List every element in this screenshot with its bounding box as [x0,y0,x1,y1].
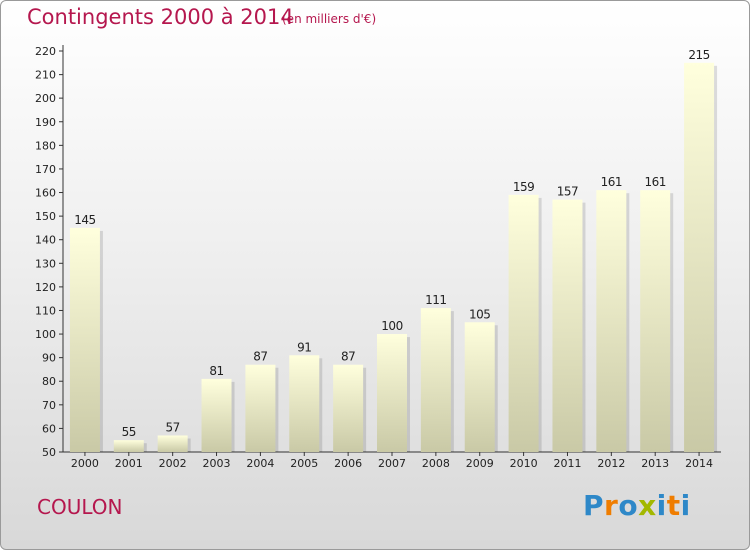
chart-subtitle: (en milliers d'€) [282,12,377,26]
bar-value-label: 215 [688,48,709,62]
x-tick-label: 2004 [246,457,274,470]
bar-value-label: 157 [557,185,578,199]
x-tick-label: 2009 [466,457,494,470]
y-tick-label: 220 [35,45,56,58]
y-tick-label: 70 [42,399,56,412]
logo-letter: t [666,489,681,522]
logo-letter: x [638,489,657,522]
bar-value-label: 159 [513,180,534,194]
y-tick-label: 130 [35,257,56,270]
bar-value-label: 87 [253,350,267,364]
bar [684,62,715,452]
x-tick-label: 2008 [422,457,450,470]
x-tick-label: 2000 [71,457,99,470]
bar-value-label: 57 [166,420,180,434]
bar [157,435,188,452]
bar-value-label: 91 [297,340,311,354]
y-tick-label: 160 [35,187,56,200]
x-tick-label: 2001 [115,457,143,470]
y-tick-label: 60 [42,422,56,435]
x-tick-label: 2014 [685,457,713,470]
y-tick-label: 100 [35,328,56,341]
x-tick-label: 2011 [553,457,581,470]
logo-letter: i [680,489,691,522]
x-tick-label: 2003 [203,457,231,470]
bar [596,190,627,452]
bar [464,322,495,452]
y-tick-label: 120 [35,281,56,294]
y-tick-label: 50 [42,446,56,459]
bar [201,378,232,452]
proxiti-logo[interactable]: Proxiti [583,489,691,522]
bar [289,355,320,452]
logo-letter: r [604,489,619,522]
bar [552,199,583,452]
bar [508,194,539,452]
y-tick-label: 170 [35,163,56,176]
x-tick-label: 2002 [159,457,187,470]
bar-value-label: 161 [601,175,622,189]
bar-value-label: 111 [425,293,446,307]
bar [245,364,276,452]
y-tick-label: 190 [35,116,56,129]
bar-value-label: 87 [341,350,355,364]
x-tick-label: 2006 [334,457,362,470]
bar [640,190,671,452]
y-tick-label: 110 [35,304,56,317]
x-tick-label: 2010 [510,457,538,470]
chart-title: Contingents 2000 à 2014 [27,5,294,29]
bar [377,334,407,452]
y-tick-label: 180 [35,139,56,152]
y-tick-label: 210 [35,69,56,82]
bar-value-label: 55 [122,425,136,439]
bar-value-label: 81 [209,364,223,378]
x-tick-label: 2012 [597,457,625,470]
bar-value-label: 105 [469,307,490,321]
x-tick-label: 2013 [641,457,669,470]
bar [113,440,144,452]
logo-letter: o [618,489,639,522]
logo-letter: P [583,489,605,522]
bar-value-label: 100 [381,319,402,333]
y-tick-label: 150 [35,210,56,223]
logo-letter: i [656,489,667,522]
bar [333,364,364,452]
bar [69,227,100,452]
y-tick-label: 80 [42,375,56,388]
bar-value-label: 145 [74,213,95,227]
y-tick-label: 140 [35,234,56,247]
bar [420,308,451,452]
town-name: COULON [37,495,123,519]
bar-value-label: 161 [644,175,665,189]
x-tick-label: 2005 [290,457,318,470]
y-tick-label: 90 [42,352,56,365]
y-tick-label: 200 [35,92,56,105]
x-tick-label: 2007 [378,457,406,470]
